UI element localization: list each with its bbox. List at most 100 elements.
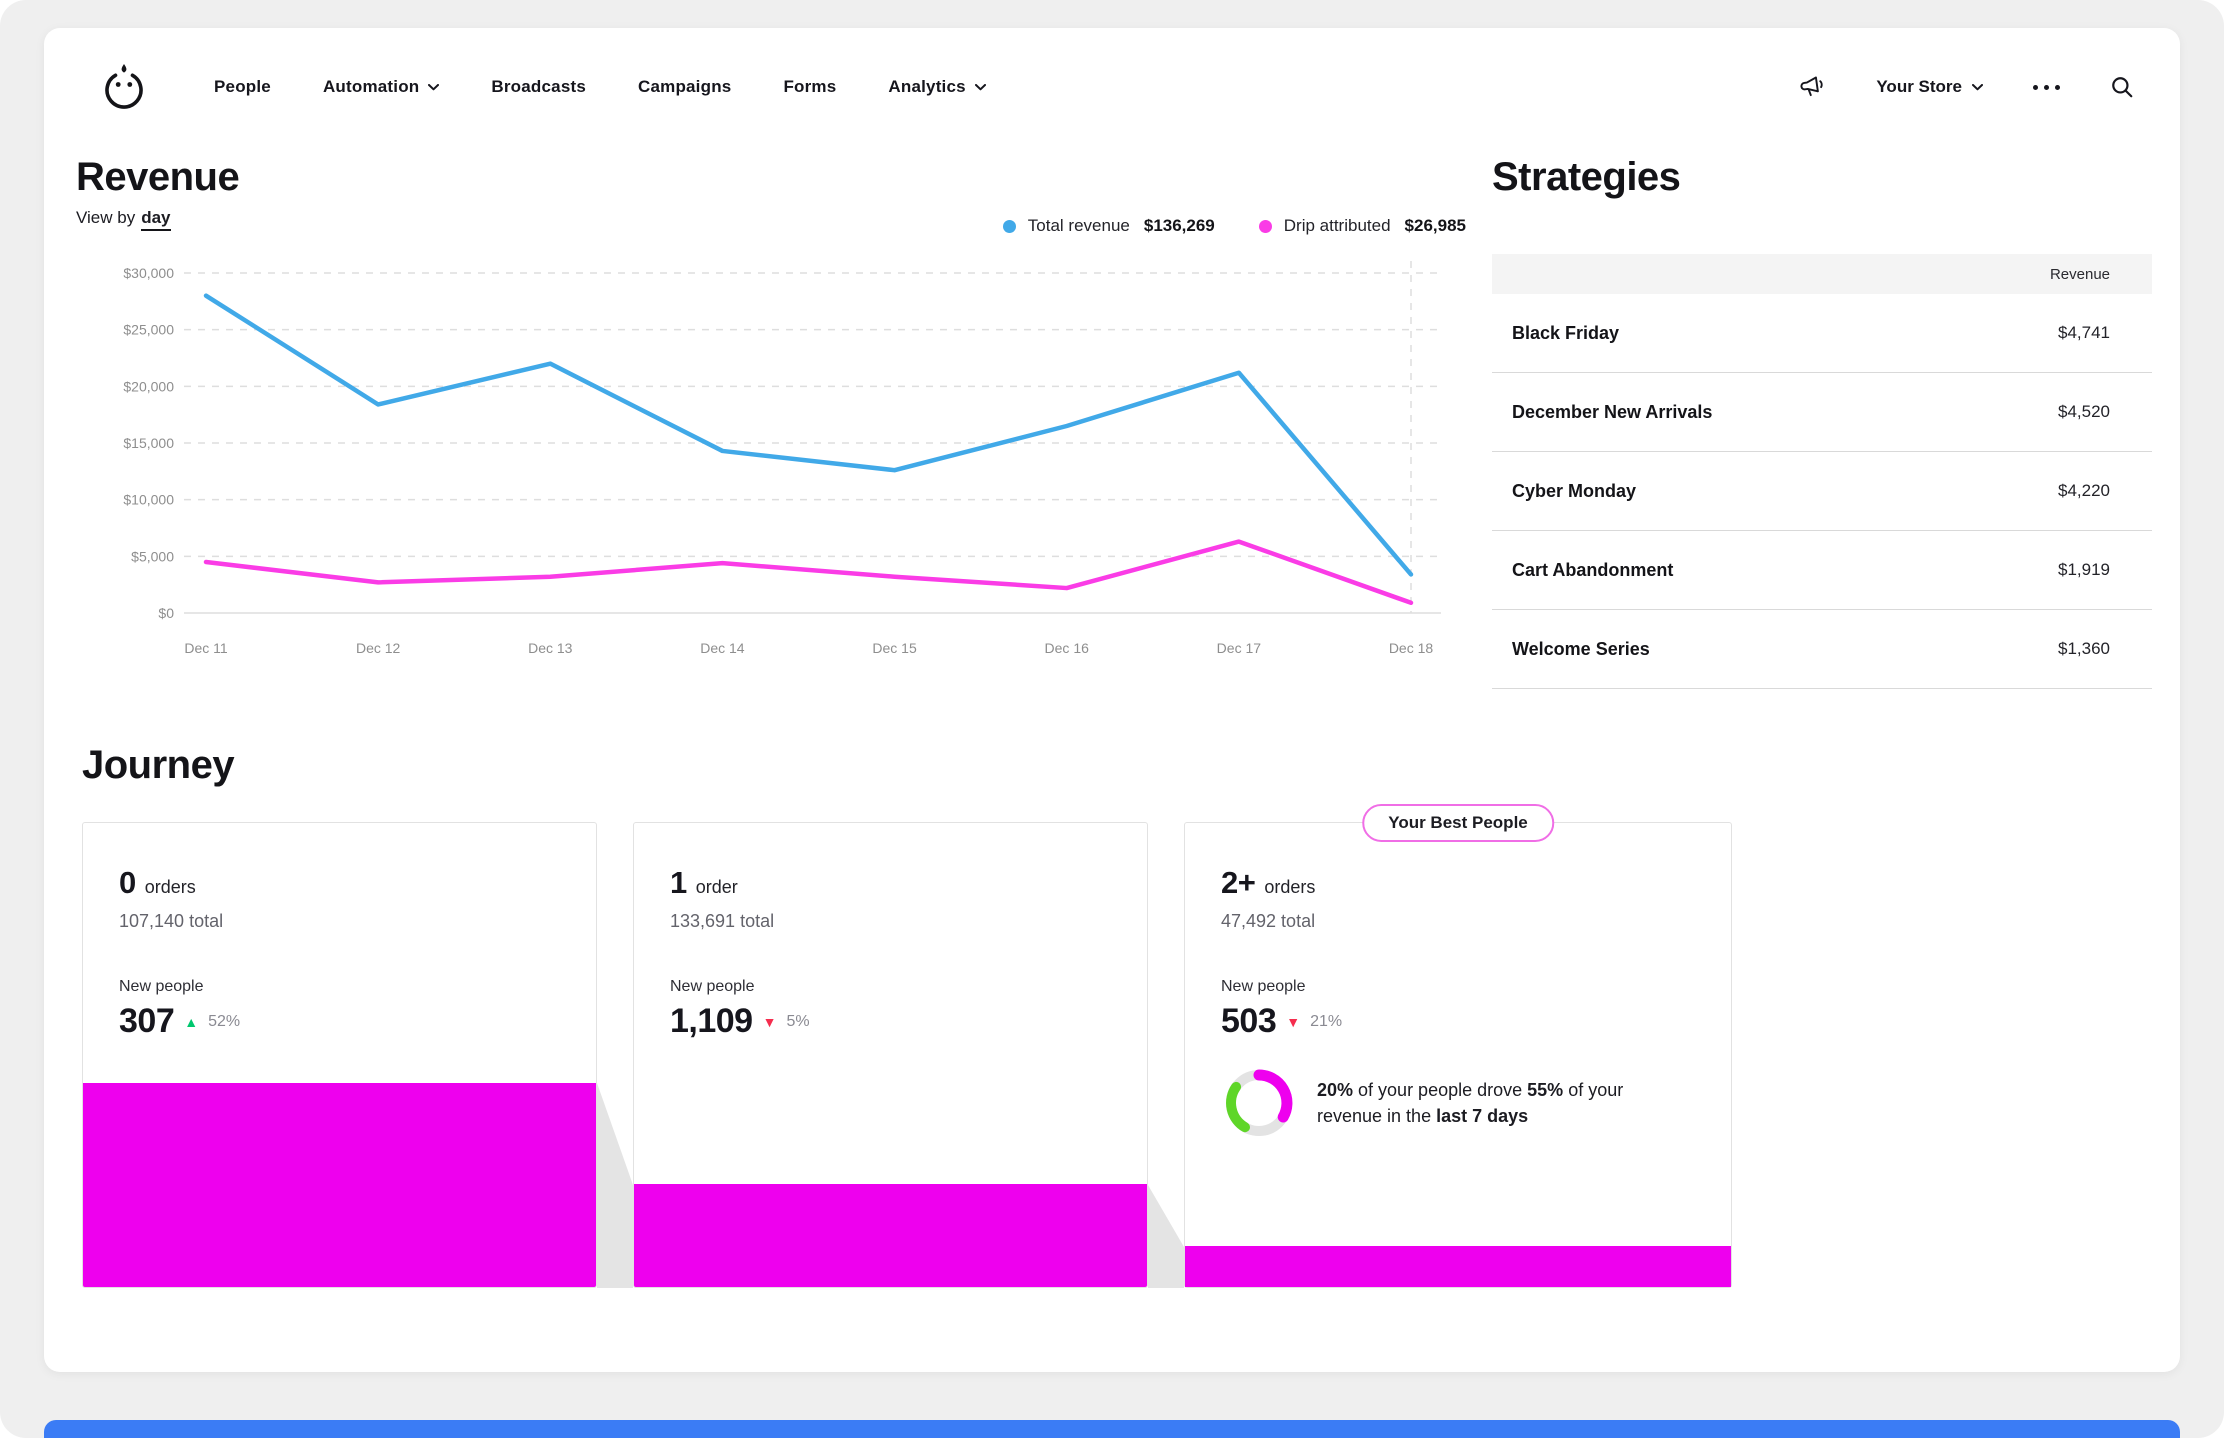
best-people-insight-row: 20% of your people drove 55% of your rev… — [1221, 1065, 1695, 1141]
journey-section: Journey 0 orders 107,140 total New peopl… — [82, 744, 2152, 1288]
best-people-badge: Your Best People — [1362, 804, 1554, 842]
svg-text:$25,000: $25,000 — [123, 322, 174, 338]
svg-text:Dec 17: Dec 17 — [1217, 640, 1262, 656]
legend-dot-magenta-icon — [1258, 219, 1272, 233]
journey-volume-bar — [634, 1184, 1147, 1287]
svg-text:Dec 18: Dec 18 — [1389, 640, 1434, 656]
svg-text:Dec 15: Dec 15 — [872, 640, 917, 656]
top-navigation: People Automation Broadcasts Campaigns F… — [44, 28, 2180, 146]
journey-title: Journey — [82, 743, 235, 787]
table-row-welcome-series[interactable]: Welcome Series $1,360 — [1492, 610, 2152, 689]
store-switcher[interactable]: Your Store — [1876, 77, 1983, 97]
nav-label: Analytics — [888, 77, 966, 96]
total-people: 133,691 total — [670, 911, 775, 931]
megaphone-icon[interactable] — [1800, 74, 1828, 100]
legend-value: $136,269 — [1143, 216, 1215, 235]
nav-item-automation[interactable]: Automation — [323, 77, 440, 97]
store-label: Your Store — [1876, 77, 1962, 96]
new-people-label: New people — [1221, 978, 1306, 995]
strategies-table: Revenue Black Friday $4,741 December New… — [1492, 254, 2152, 689]
svg-text:$30,000: $30,000 — [123, 265, 174, 281]
table-row-december-new-arrivals[interactable]: December New Arrivals $4,520 — [1492, 373, 2152, 452]
new-people-value: 503 — [1221, 1002, 1277, 1040]
legend-label: Total revenue — [1027, 216, 1130, 235]
search-icon[interactable] — [2110, 75, 2134, 99]
nav-label: People — [214, 77, 271, 96]
svg-text:Dec 11: Dec 11 — [184, 640, 228, 656]
orders-label: order — [695, 877, 738, 897]
journey-card-2plus-orders[interactable]: Your Best People 2+ orders 47,492 total … — [1184, 804, 1732, 1288]
nav-item-analytics[interactable]: Analytics — [888, 77, 986, 97]
chevron-down-icon — [1972, 83, 1983, 90]
revenue-section: Revenue View by day Total revenue $136,2… — [76, 156, 1472, 677]
trend-down-icon: ▼ — [762, 1013, 777, 1030]
table-row-cart-abandonment[interactable]: Cart Abandonment $1,919 — [1492, 531, 2152, 610]
trend-down-icon: ▼ — [1286, 1013, 1301, 1030]
orders-label: orders — [1264, 877, 1316, 897]
view-by-value[interactable]: day — [141, 208, 171, 231]
chart-legend: Total revenue $136,269 Drip attributed $… — [1002, 216, 1466, 236]
table-row-black-friday[interactable]: Black Friday $4,741 — [1492, 294, 2152, 373]
orders-line: 0 orders — [119, 865, 560, 901]
new-people-line: 1,109 ▼ 5% — [670, 1002, 1111, 1041]
strategies-title: Strategies — [1492, 155, 1681, 199]
svg-text:Dec 16: Dec 16 — [1045, 640, 1090, 656]
strategy-name: Cart Abandonment — [1512, 559, 1674, 580]
best-people-donut-icon — [1226, 1069, 1293, 1136]
new-people-value: 1,109 — [670, 1002, 753, 1040]
total-people: 107,140 total — [119, 911, 224, 931]
trend-up-icon: ▲ — [184, 1013, 199, 1030]
svg-text:$5,000: $5,000 — [131, 548, 174, 564]
new-people-label: New people — [119, 978, 204, 995]
legend-dot-blue-icon — [1002, 219, 1016, 233]
legend-label: Drip attributed — [1283, 216, 1391, 235]
primary-nav: People Automation Broadcasts Campaigns F… — [214, 77, 986, 97]
journey-volume-bar — [1185, 1246, 1731, 1287]
nav-item-forms[interactable]: Forms — [783, 77, 836, 97]
journey-card-0-orders[interactable]: 0 orders 107,140 total New people 307 ▲ … — [82, 822, 597, 1288]
nav-label: Forms — [783, 77, 837, 96]
drip-logo-icon[interactable] — [100, 63, 148, 111]
nav-item-campaigns[interactable]: Campaigns — [638, 77, 731, 97]
orders-label: orders — [144, 877, 196, 897]
orders-line: 1 order — [670, 865, 1111, 901]
svg-text:$15,000: $15,000 — [123, 435, 174, 451]
strategy-name: Welcome Series — [1512, 638, 1650, 659]
new-people-label: New people — [670, 978, 755, 995]
revenue-title: Revenue — [76, 155, 240, 199]
strategy-revenue: $1,360 — [2058, 639, 2110, 658]
orders-count: 1 — [670, 865, 687, 900]
chevron-down-icon — [428, 83, 440, 90]
strategy-name: December New Arrivals — [1512, 401, 1713, 422]
legend-value: $26,985 — [1404, 216, 1466, 235]
legend-item-drip-attributed: Drip attributed $26,985 — [1258, 216, 1466, 236]
svg-text:Dec 14: Dec 14 — [700, 640, 745, 656]
funnel-connector — [597, 1082, 633, 1288]
legend-item-total-revenue: Total revenue $136,269 — [1002, 216, 1215, 236]
new-people-line: 503 ▼ 21% — [1221, 1002, 1695, 1041]
chevron-down-icon — [974, 83, 986, 90]
view-by-control[interactable]: View by day — [76, 208, 171, 231]
strategy-revenue: $4,520 — [2058, 402, 2110, 421]
strategy-name: Cyber Monday — [1512, 480, 1637, 501]
strategies-section: Strategies Revenue Black Friday $4,741 D… — [1492, 156, 2152, 689]
bottom-banner-edge[interactable] — [44, 1420, 2180, 1438]
strategies-header-row: Revenue — [1492, 254, 2152, 294]
table-row-cyber-monday[interactable]: Cyber Monday $4,220 — [1492, 452, 2152, 531]
more-menu-icon[interactable] — [2031, 79, 2062, 96]
delta-percent: 5% — [786, 1012, 810, 1030]
journey-volume-bar — [83, 1082, 596, 1287]
nav-item-people[interactable]: People — [214, 77, 271, 97]
strategy-revenue: $4,741 — [2058, 323, 2110, 342]
delta-percent: 21% — [1310, 1012, 1343, 1030]
nav-item-broadcasts[interactable]: Broadcasts — [491, 77, 586, 97]
revenue-line-chart: $0 $5,000 $10,000 $15,000 $20,000 $25,000 $30,… — [123, 261, 1441, 656]
nav-label: Broadcasts — [491, 77, 586, 96]
delta-percent: 52% — [208, 1012, 241, 1030]
view-by-label: View by — [76, 208, 136, 227]
revenue-column-header: Revenue — [2049, 265, 2110, 283]
orders-count: 2+ — [1221, 865, 1256, 900]
journey-card-1-order[interactable]: 1 order 133,691 total New people 1,109 ▼… — [633, 822, 1148, 1288]
strategy-name: Black Friday — [1512, 322, 1620, 343]
